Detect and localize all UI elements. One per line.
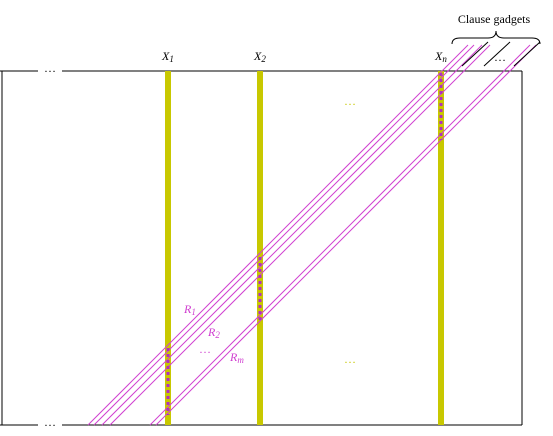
label-index: n	[442, 54, 447, 64]
label-index: 2	[261, 54, 266, 64]
ellipsis: …	[44, 415, 56, 429]
label: Rm	[229, 350, 244, 365]
ellipsis: …	[344, 352, 356, 366]
ellipsis: …	[199, 342, 211, 356]
ellipsis: …	[344, 94, 356, 108]
label-index: 1	[169, 54, 174, 64]
crossings	[166, 73, 443, 415]
label-name: X	[434, 49, 443, 63]
label-index: 1	[191, 307, 196, 317]
label-index: m	[237, 355, 244, 365]
ellipsis: …	[494, 50, 506, 64]
label-index: 2	[215, 330, 220, 340]
label: Xn	[434, 49, 447, 64]
label: X2	[253, 49, 266, 64]
label-name: R	[183, 302, 192, 316]
label: R2	[207, 325, 220, 340]
label-name: X	[161, 49, 170, 63]
clause-gadgets	[451, 30, 541, 67]
label: R1	[183, 302, 196, 317]
label-name: R	[207, 325, 216, 339]
ellipsis: …	[44, 61, 56, 75]
label-name: X	[253, 49, 262, 63]
label-name: R	[229, 350, 238, 364]
frame	[0, 70, 523, 426]
label: X1	[161, 49, 174, 64]
clause-label: Clause gadgets	[458, 12, 531, 26]
route-lines	[87, 44, 537, 426]
